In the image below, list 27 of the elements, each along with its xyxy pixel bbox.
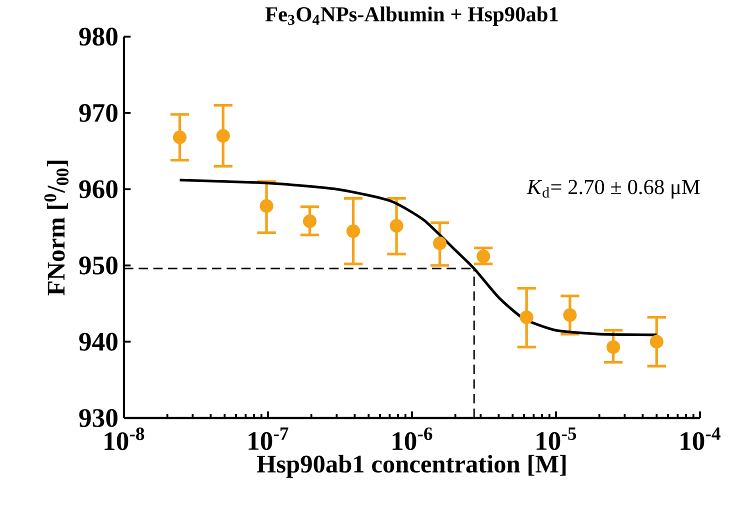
chart-title: Fe$_{3}$O$_{4}$NPs-Albumin + Hsp90ab1 (265, 6, 558, 26)
x-tick-label: 10$^{-6}$ (392, 428, 432, 450)
point (606, 340, 620, 354)
y-tick-label: 980 (79, 28, 118, 46)
point (563, 308, 577, 322)
point (346, 224, 360, 238)
x-tick-label: 10$^{-5}$ (536, 428, 576, 450)
point (432, 236, 447, 250)
x-tick-label: 10$^{-7}$ (248, 428, 288, 450)
point (476, 250, 490, 264)
y-tick-label: 950 (79, 256, 118, 274)
point (172, 130, 187, 144)
point (302, 214, 317, 228)
point (520, 310, 534, 324)
annotation: K$_{d}$= 2.70 ± 0.68 μM (526, 180, 700, 199)
y-tick-label: 940 (79, 332, 118, 351)
y-axis-title: FNorm [$^{0}$/$_{00}$] (44, 160, 69, 296)
point (390, 219, 404, 233)
x-tick-label: 10$^{-4}$ (680, 428, 720, 450)
point (260, 199, 274, 213)
x-axis-title: Hsp90ab1 concentration [M] (256, 454, 566, 478)
x-tick-label: 10$^{-8}$ (104, 428, 144, 450)
y-tick-label: 960 (79, 180, 118, 198)
y-tick-label: 970 (79, 104, 118, 122)
point (216, 129, 230, 143)
y-tick-label: 930 (79, 409, 118, 427)
point (650, 334, 664, 349)
